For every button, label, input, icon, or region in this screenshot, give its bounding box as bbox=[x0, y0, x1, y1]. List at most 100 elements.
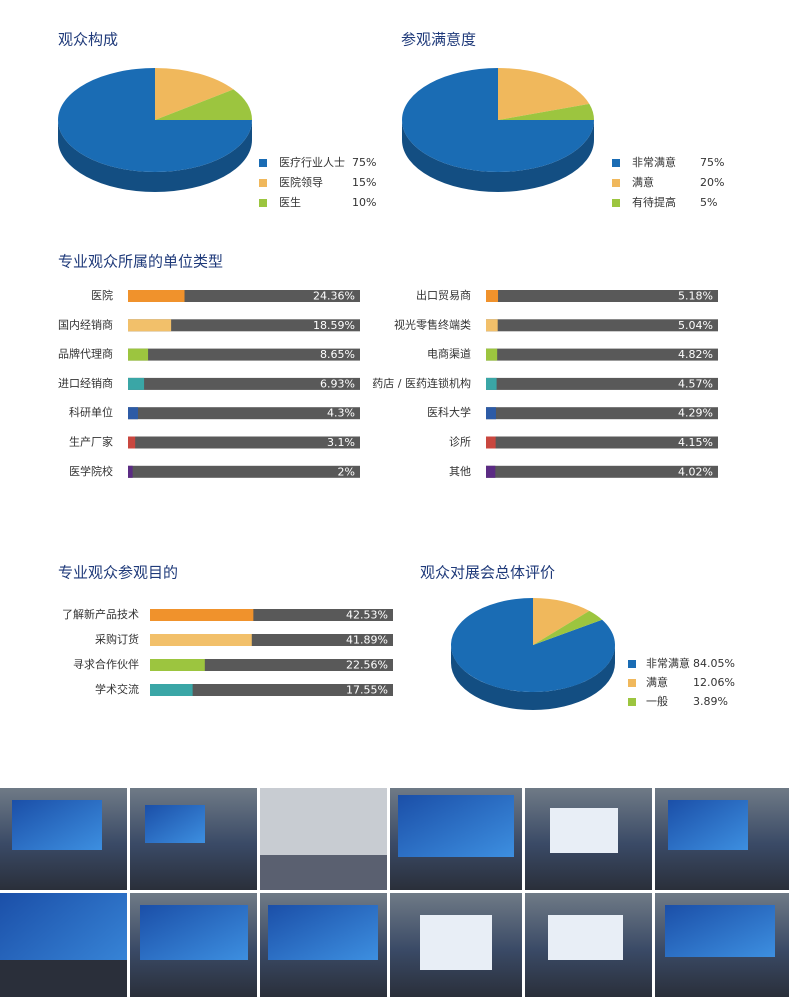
bar-track bbox=[128, 436, 360, 449]
category-label: 电商渠道 bbox=[427, 347, 471, 361]
bar-track bbox=[486, 377, 718, 390]
category-label: 品牌代理商 bbox=[58, 347, 113, 361]
bar bbox=[150, 684, 193, 696]
bar-track bbox=[486, 348, 718, 361]
bar bbox=[128, 436, 136, 449]
photo bbox=[655, 788, 789, 890]
pie-slice bbox=[155, 68, 234, 120]
category-label: 国内经销商 bbox=[58, 317, 113, 331]
legend-label: 满意 bbox=[646, 675, 668, 689]
legend-swatch bbox=[628, 698, 636, 706]
chart-title: 参观满意度 bbox=[401, 31, 476, 49]
legend-label: 医院领导 bbox=[279, 175, 323, 189]
photo bbox=[0, 893, 127, 997]
category-label: 医学院校 bbox=[69, 464, 113, 478]
legend-label: 非常满意 bbox=[632, 155, 676, 169]
category-label: 出口贸易商 bbox=[416, 288, 471, 302]
bar bbox=[150, 609, 254, 621]
pie-side bbox=[402, 120, 594, 192]
value-label: 6.93% bbox=[320, 377, 355, 390]
bar bbox=[128, 377, 145, 390]
chart-title: 观众构成 bbox=[58, 31, 118, 49]
bar bbox=[128, 465, 133, 478]
bar-track bbox=[486, 465, 718, 478]
legend-swatch bbox=[259, 159, 267, 167]
legend-value: 75% bbox=[700, 156, 724, 169]
category-label: 寻求合作伙伴 bbox=[73, 657, 139, 671]
bar-track bbox=[486, 290, 718, 302]
value-label: 2% bbox=[338, 465, 355, 478]
value-label: 4.15% bbox=[678, 436, 713, 449]
legend-swatch bbox=[612, 159, 620, 167]
bar bbox=[486, 348, 498, 361]
legend-label: 非常满意 bbox=[646, 656, 690, 670]
bar bbox=[486, 319, 498, 332]
bar bbox=[150, 659, 205, 671]
photo bbox=[260, 893, 387, 997]
value-label: 4.3% bbox=[327, 407, 355, 420]
bar bbox=[486, 377, 497, 390]
bar-track bbox=[128, 290, 360, 302]
photo bbox=[655, 893, 789, 997]
photo bbox=[130, 788, 257, 890]
legend-label: 有待提高 bbox=[632, 195, 676, 209]
legend-value: 15% bbox=[352, 176, 376, 189]
bar bbox=[486, 290, 499, 302]
legend-label: 医生 bbox=[279, 195, 301, 209]
category-label: 采购订货 bbox=[95, 632, 139, 646]
bar-track bbox=[128, 348, 360, 361]
value-label: 4.29% bbox=[678, 407, 713, 420]
legend-swatch bbox=[612, 179, 620, 187]
bar bbox=[486, 407, 496, 420]
bar bbox=[128, 290, 185, 302]
bar-track bbox=[486, 436, 718, 449]
value-label: 4.57% bbox=[678, 377, 713, 390]
value-label: 4.82% bbox=[678, 348, 713, 361]
legend-swatch bbox=[628, 679, 636, 687]
legend-swatch bbox=[612, 199, 620, 207]
category-label: 药店 / 医药连锁机构 bbox=[372, 376, 471, 390]
bar bbox=[128, 407, 138, 420]
value-label: 24.36% bbox=[313, 290, 355, 303]
bar bbox=[128, 319, 172, 332]
bar-track bbox=[128, 377, 360, 390]
value-label: 8.65% bbox=[320, 348, 355, 361]
pie-slice bbox=[533, 598, 590, 645]
legend-label: 医疗行业人士 bbox=[279, 155, 345, 169]
photo bbox=[390, 893, 522, 997]
bar-track bbox=[150, 659, 393, 671]
bar bbox=[486, 465, 496, 478]
bar-track bbox=[128, 407, 360, 420]
chart-title: 专业观众参观目的 bbox=[58, 564, 178, 582]
value-label: 42.53% bbox=[346, 609, 388, 622]
bar bbox=[128, 348, 149, 361]
legend-value: 84.05% bbox=[693, 657, 735, 670]
legend-swatch bbox=[259, 199, 267, 207]
legend-swatch bbox=[259, 179, 267, 187]
photo bbox=[260, 788, 387, 890]
chart-title: 专业观众所属的单位类型 bbox=[58, 253, 223, 271]
legend-value: 10% bbox=[352, 196, 376, 209]
category-label: 科研单位 bbox=[69, 405, 113, 419]
legend-swatch bbox=[628, 660, 636, 668]
legend-value: 5% bbox=[700, 196, 717, 209]
pie-slice bbox=[155, 89, 252, 120]
category-label: 医院 bbox=[91, 288, 113, 302]
pie-slice bbox=[498, 103, 594, 120]
value-label: 5.18% bbox=[678, 290, 713, 303]
pie-slice bbox=[498, 68, 590, 120]
value-label: 5.04% bbox=[678, 319, 713, 332]
legend-value: 20% bbox=[700, 176, 724, 189]
pie-side bbox=[451, 645, 615, 710]
bar-track bbox=[486, 407, 718, 420]
category-label: 诊所 bbox=[449, 435, 471, 449]
photo bbox=[130, 893, 257, 997]
legend-label: 满意 bbox=[632, 175, 654, 189]
photo-strip bbox=[0, 788, 789, 997]
pie-side bbox=[58, 120, 252, 192]
category-label: 视光零售终端类 bbox=[394, 317, 471, 331]
legend-label: 一般 bbox=[646, 695, 668, 708]
value-label: 17.55% bbox=[346, 684, 388, 697]
legend-value: 12.06% bbox=[693, 676, 735, 689]
